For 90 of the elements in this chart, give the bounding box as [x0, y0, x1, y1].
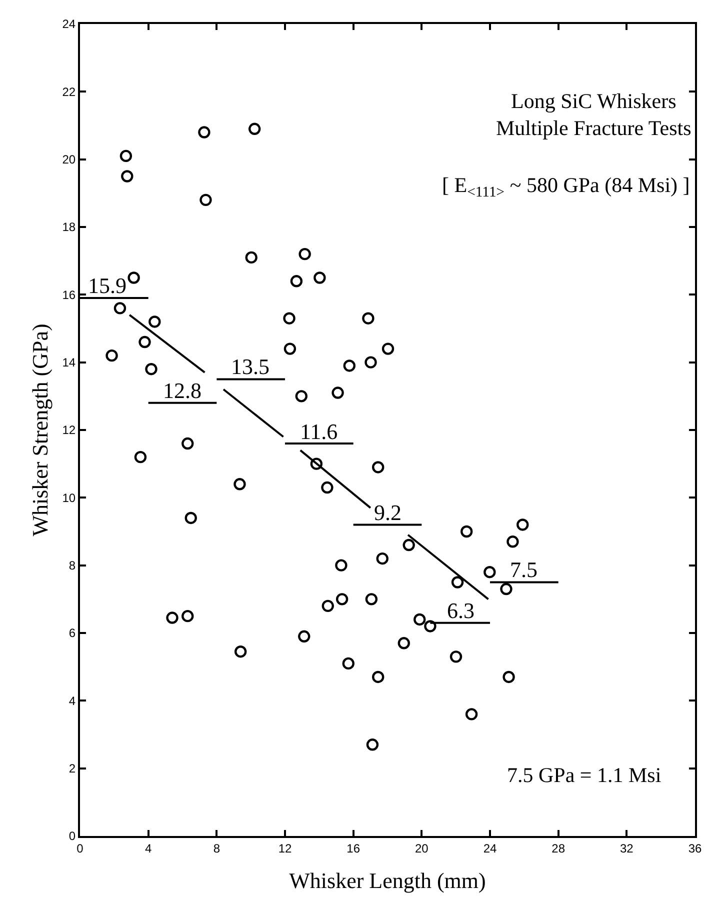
- y-tick-label: 4: [68, 694, 76, 708]
- y-tick-label: 24: [62, 17, 76, 32]
- point: [283, 312, 296, 324]
- point: [365, 593, 378, 606]
- y-tick-label: 18: [62, 220, 76, 234]
- y-tick-label: 12: [62, 423, 76, 438]
- y-tick-label: 8: [68, 558, 76, 573]
- point: [506, 536, 519, 548]
- point: [284, 342, 296, 355]
- point: [484, 566, 496, 578]
- point: [298, 248, 311, 260]
- point: [424, 620, 436, 632]
- point: [343, 360, 356, 372]
- x-tick-label: 4: [144, 841, 152, 856]
- point: [182, 437, 194, 450]
- point: [376, 552, 388, 565]
- point: [500, 582, 512, 596]
- point: [332, 386, 344, 399]
- x-tick-label: 16: [346, 841, 360, 856]
- y-axis-title: Whisker Strength (GPa): [28, 324, 53, 536]
- point: [516, 518, 529, 531]
- x-tick-label: 8: [213, 841, 220, 856]
- point: [322, 600, 334, 612]
- point: [465, 708, 478, 720]
- annotation: 9.2: [374, 500, 402, 525]
- x-tick-label: 20: [414, 841, 429, 856]
- point: [336, 593, 348, 606]
- point: [314, 272, 326, 284]
- point: [145, 363, 158, 376]
- point: [114, 302, 126, 314]
- point: [134, 450, 147, 464]
- point: [382, 342, 394, 355]
- x-tick-label: 36: [688, 841, 702, 856]
- annotation: 7.5: [510, 557, 538, 582]
- annotation: 13.5: [231, 354, 270, 379]
- y-tick-label: 20: [62, 152, 76, 167]
- point: [182, 610, 194, 622]
- point: [402, 538, 415, 552]
- point: [366, 738, 379, 751]
- point: [295, 390, 308, 402]
- annotation: 11.6: [300, 419, 338, 444]
- point: [372, 461, 384, 474]
- point: [248, 122, 261, 135]
- point: [502, 670, 515, 684]
- point: [234, 478, 246, 490]
- point: [335, 559, 348, 572]
- point: [342, 657, 354, 670]
- point: [234, 646, 247, 658]
- point: [106, 349, 118, 362]
- point: [198, 126, 210, 138]
- x-tick-label: 32: [620, 841, 634, 856]
- annotation: 15.9: [88, 273, 126, 298]
- point: [450, 650, 462, 663]
- point: [138, 336, 151, 348]
- annotation: 7.5 GPa = 1.1 Msi: [507, 763, 662, 787]
- annotation: Long SiC Whiskers: [511, 89, 676, 113]
- y-tick-label: 22: [62, 84, 76, 99]
- x-tick-label: 28: [552, 841, 566, 856]
- y-tick-label: 10: [62, 490, 76, 505]
- point: [372, 670, 384, 684]
- annotation: 12.8: [163, 378, 202, 403]
- point: [245, 251, 258, 264]
- point: [362, 312, 374, 324]
- point: [166, 612, 178, 624]
- point: [451, 576, 464, 588]
- x-tick-label: 24: [483, 841, 497, 856]
- point: [184, 512, 197, 524]
- point: [460, 525, 473, 538]
- y-tick-label: 6: [68, 626, 76, 640]
- point: [128, 272, 140, 284]
- x-tick-label: 12: [278, 841, 292, 856]
- point: [321, 481, 334, 494]
- point: [298, 630, 310, 642]
- point: [398, 637, 410, 650]
- annotation: 6.3: [447, 598, 474, 623]
- x-axis-title: Whisker Length (mm): [289, 868, 486, 893]
- point: [121, 170, 134, 182]
- point: [310, 458, 323, 470]
- y-tick-label: 2: [68, 762, 76, 776]
- y-tick-label: 16: [62, 288, 76, 302]
- point: [120, 150, 132, 162]
- annotation: [ E$_{<111>}$ ~ 580 GPa (84 Msi) ]: [442, 173, 690, 200]
- point: [414, 613, 426, 626]
- point: [148, 316, 161, 328]
- point: [290, 275, 303, 288]
- point: [364, 356, 377, 368]
- y-tick-label: 0: [68, 829, 76, 844]
- y-tick-label: 14: [62, 356, 76, 370]
- annotation: Multiple Fracture Tests: [496, 116, 692, 140]
- point: [200, 194, 212, 206]
